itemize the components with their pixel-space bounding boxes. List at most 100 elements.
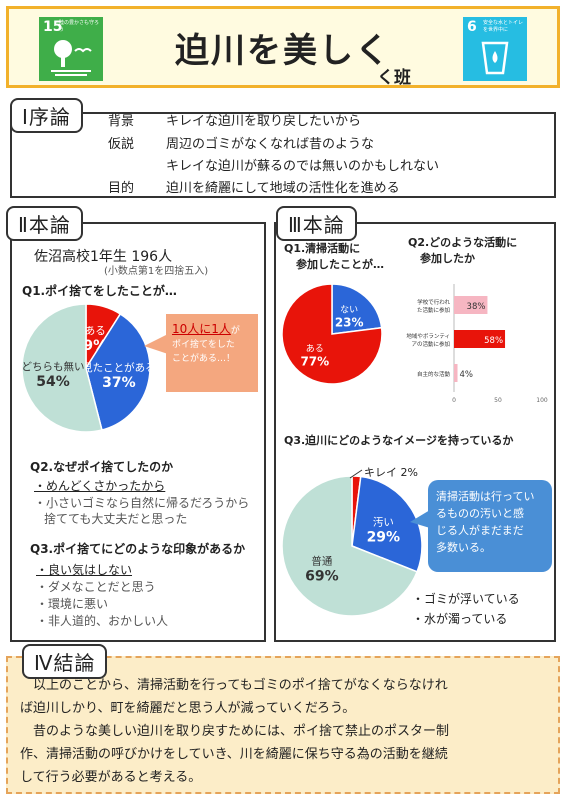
hypothesis-text-1: 周辺のゴミがなくなれば昔のような — [166, 137, 375, 152]
conclusion-line: して行う必要があると考える。 — [20, 770, 202, 785]
callout-text-2: ポイ捨てをした — [172, 340, 235, 350]
cleanup-q3-title: Q3.迫川にどのようなイメージを持っているか — [284, 434, 514, 447]
pie-slice-value: 29% — [367, 529, 401, 545]
rounding-note: (小数点第1を四捨五入) — [104, 266, 209, 277]
conclusion-section: 以上のことから、清掃活動を行ってもゴミのポイ捨てがなくならなけれ ば迫川しかり、… — [6, 656, 560, 794]
q3-answer: ・非人道的、おかしい人 — [36, 614, 169, 628]
leader-line — [349, 469, 363, 479]
conclusion-line: ば迫川しかり、町を綺麗だと思う人が減っていくだろう。 — [20, 701, 356, 716]
bubble-pointer — [410, 510, 430, 528]
pie-slice-label: 汚い — [373, 515, 394, 528]
header-banner: 15 陸の豊かさも守ろう 迫川を美しく く班 6 安全な水とトイレを世界中に — [6, 6, 560, 88]
bubble-line: 清掃活動は行ってい — [436, 490, 535, 503]
sdg6-logo: 6 安全な水とトイレを世界中に — [463, 17, 527, 81]
hypothesis-text-2: キレイな迫川が蘇るのでは無いのかもしれない — [166, 159, 440, 174]
team-name: く班 — [377, 68, 411, 88]
cleanup-q1-title: Q1.清掃活動に — [284, 242, 361, 255]
bubble-line: じる人がまだまだ — [436, 524, 524, 537]
bar-value-label: 58% — [484, 336, 503, 346]
bar-tick-label: 0 — [452, 397, 456, 404]
sdg15-number: 15 — [43, 19, 63, 35]
bar-tick-label: 100 — [536, 397, 548, 404]
background-label: 背景 — [108, 114, 135, 129]
pie-slice — [281, 283, 383, 385]
q1-title: Q1.ポイ捨てをしたことが… — [22, 284, 177, 298]
background-text: キレイな迫川を取り戻したいから — [166, 114, 362, 129]
pie-slice-value: 23% — [335, 315, 364, 329]
pie-slice-value: 77% — [300, 355, 329, 369]
insight-bubble: 清掃活動は行ってい るものの汚いと感 じる人がまだまだ 多数いる。 — [428, 480, 552, 572]
bubble-line: 多数いる。 — [436, 541, 491, 554]
intro-heading: Ⅰ序論 — [10, 98, 83, 133]
pie-slice — [21, 303, 103, 433]
q3-answer: ・環境に悪い — [36, 597, 109, 611]
sdg15-logo: 15 陸の豊かさも守ろう — [39, 17, 103, 81]
bubble-line: るものの汚いと感 — [436, 507, 524, 520]
conclusion-line: 作、清掃活動の呼びかけをしていき、川を綺麗に保ち守る為の活動を継続 — [20, 747, 448, 762]
q2-title: Q2.なぜポイ捨てしたのか — [30, 460, 174, 474]
pie-slice-label: どちらも無い — [21, 360, 84, 373]
purpose-text: 迫川を綺麗にして地域の活性化を進める — [166, 181, 400, 196]
intro-hypothesis: 仮説 周辺のゴミがなくなれば昔のような — [108, 133, 374, 152]
bar-value-label: 38% — [467, 302, 486, 312]
bar — [454, 330, 506, 348]
conclusion-line: 昔のような美しい迫川を取り戻すためには、ポイ捨て禁止のポスター制 — [20, 724, 450, 739]
q2-answer: 捨てても大丈夫だと思った — [44, 512, 188, 526]
pie-slice-label: 見たことがある — [82, 361, 156, 374]
callout-text-1: が — [230, 326, 240, 336]
main-section-left — [10, 222, 266, 642]
water-glass-icon — [481, 41, 509, 75]
pie-slice-value: 69% — [305, 568, 339, 584]
sdg6-number: 6 — [467, 19, 477, 35]
observation: ・ゴミが浮いている — [412, 592, 520, 606]
pie-slice-label: 普通 — [311, 554, 332, 567]
purpose-label: 目的 — [108, 181, 135, 196]
pie-slice-label: ある — [306, 344, 324, 355]
pie-slice — [331, 283, 383, 335]
pie-slice-label: キレイ 2% — [364, 466, 418, 479]
pie-slice — [351, 475, 423, 573]
cleanup-q2-title-2: 参加したか — [420, 252, 475, 265]
pie-slice-label: ある — [85, 325, 106, 337]
survey-heading: Ⅲ本論 — [276, 206, 357, 241]
main-section-right — [274, 222, 556, 642]
bar — [454, 364, 458, 382]
pie-slice — [281, 475, 419, 617]
bar-value-label: 4% — [460, 370, 474, 380]
pie-slice-label: ない — [340, 304, 358, 315]
q3-title: Q3.ポイ捨てにどのような印象があるか — [30, 542, 246, 556]
q3-answer: ・良い気はしない — [36, 563, 133, 577]
intro-background: 背景 キレイな迫川を取り戻したいから — [108, 110, 361, 129]
observation: ・水が濁っている — [412, 612, 508, 626]
pie-slice-value: 54% — [36, 374, 70, 390]
hypothesis-label: 仮説 — [108, 137, 135, 152]
bar-category-label: 地域やボランティアの活動に参加 — [406, 332, 450, 348]
callout-highlight: 10人に1人 — [172, 322, 231, 336]
main-heading: Ⅱ本論 — [6, 206, 83, 241]
q3-answer: ・ダメなことだと思う — [36, 580, 156, 594]
conclusion-heading: Ⅳ結論 — [22, 644, 108, 679]
intro-section — [10, 112, 556, 198]
poster-title: 迫川を美しく — [175, 31, 391, 71]
bar-category-label: 自主的な活動 — [417, 370, 451, 378]
tree-icon — [51, 40, 92, 76]
pie-slice-value: 37% — [102, 375, 136, 391]
intro-purpose: 目的 迫川を綺麗にして地域の活性化を進める — [108, 177, 400, 196]
callout-pointer — [144, 334, 168, 354]
callout-box: 10人に1人が ポイ捨てをした ことがある…！ — [166, 314, 258, 392]
sdg6-label: 安全な水とトイレを世界中に — [483, 20, 524, 33]
callout-text-3: ことがある…！ — [172, 354, 236, 364]
pie-slice — [85, 312, 151, 431]
conclusion-line: 以上のことから、清掃活動を行ってもゴミのポイ捨てがなくならなけれ — [20, 678, 448, 693]
bar-category-label: 学校で行われた活動に参加 — [417, 298, 451, 314]
cleanup-q1-title-2: 参加したことが… — [296, 258, 384, 271]
bar-tick-label: 50 — [494, 397, 502, 404]
q2-answer: ・めんどくさかったから — [34, 479, 166, 493]
q2-answer: ・小さいゴミなら自然に帰るだろうから — [34, 496, 250, 510]
respondents: 佐沼高校1年生 196人 — [34, 249, 173, 265]
cleanup-q2-title: Q2.どのような活動に — [408, 236, 518, 249]
sdg15-label: 陸の豊かさも守ろう — [59, 20, 100, 33]
